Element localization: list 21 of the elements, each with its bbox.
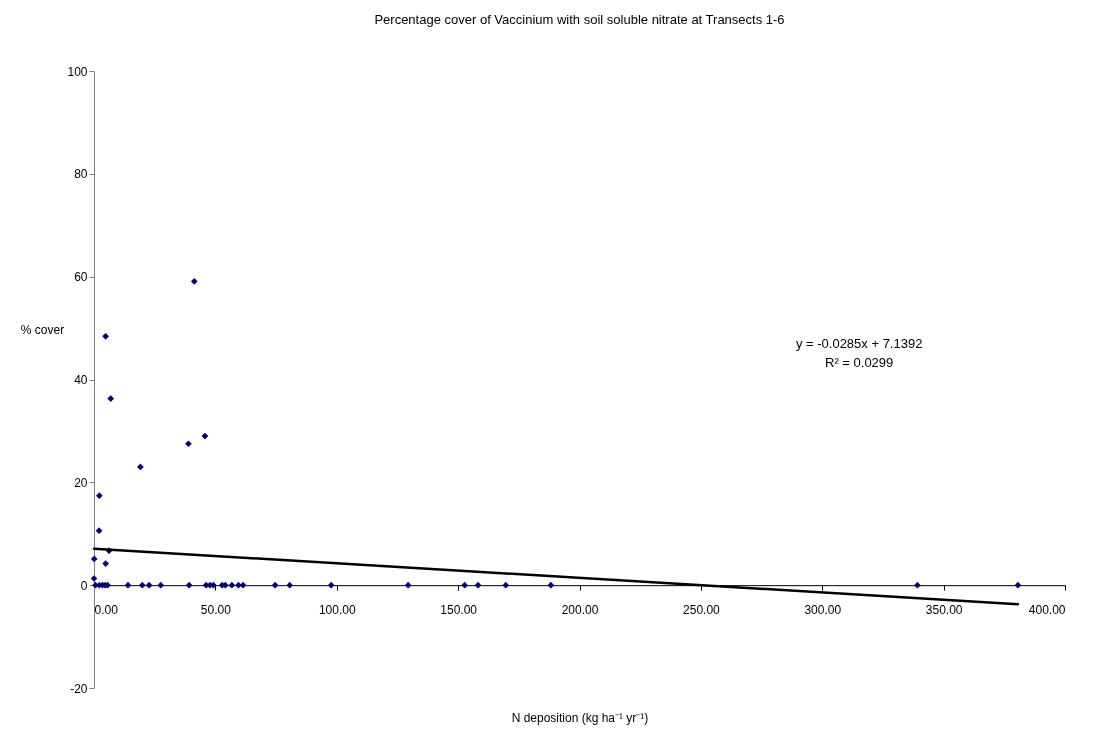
annotation: y = -0.0285x + 7.1392 xyxy=(795,336,923,352)
x-tick-label: 400.00 xyxy=(1028,602,1066,617)
x-tick-label: 300.00 xyxy=(804,602,842,617)
x-tick-label: 100.00 xyxy=(318,602,356,617)
x-axis-title: N deposition (kg ha⁻¹ yr⁻¹) xyxy=(511,710,649,725)
x-tick-label: 200.00 xyxy=(561,602,599,617)
y-tick-label: -20 xyxy=(70,681,88,696)
x-tick-label: 250.00 xyxy=(683,602,721,617)
x-tick-label: 50.00 xyxy=(200,602,232,617)
y-tick-label: 0 xyxy=(80,578,88,593)
y-tick-label: 60 xyxy=(74,270,88,285)
y-axis-title: % cover xyxy=(20,322,65,337)
annotation: R² = 0.0299 xyxy=(825,355,894,371)
y-tick-label: 20 xyxy=(74,475,88,490)
y-tick-label: 100 xyxy=(67,64,88,79)
y-tick-label: 80 xyxy=(74,167,88,182)
x-tick-label: 350.00 xyxy=(925,602,963,617)
x-tick-label: 150.00 xyxy=(440,602,478,617)
chart-title: Percentage cover of Vaccinium with soil soluble nitrate at Transects 1-6 xyxy=(374,12,785,27)
x-tick-label: 0.00 xyxy=(94,602,119,617)
y-tick-label: 40 xyxy=(74,373,88,387)
